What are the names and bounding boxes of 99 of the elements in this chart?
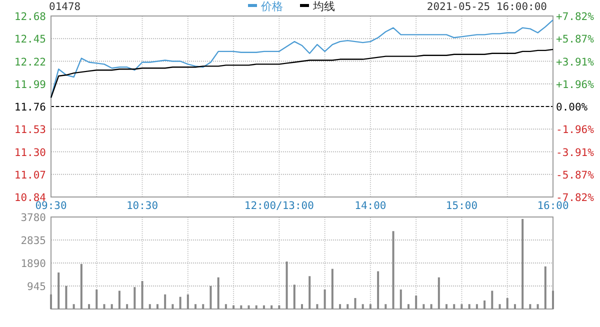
y2-tick-label: -1.96% bbox=[556, 124, 595, 136]
y2-tick-label: 0.00% bbox=[556, 102, 588, 114]
y2-tick-label: -3.91% bbox=[556, 146, 595, 159]
bar bbox=[118, 290, 120, 309]
bar bbox=[339, 304, 342, 309]
bar bbox=[88, 304, 90, 309]
y2-tick-label: +5.87% bbox=[556, 34, 595, 46]
bar bbox=[316, 304, 318, 309]
bar bbox=[172, 304, 174, 309]
y-tick-label: 3780 bbox=[20, 212, 46, 224]
bar bbox=[552, 290, 554, 309]
y-tick-label: 11.30 bbox=[14, 146, 46, 159]
y2-tick-label: +7.82% bbox=[556, 11, 595, 23]
bar bbox=[491, 290, 494, 309]
bar bbox=[422, 304, 425, 309]
legend-label: 均线 bbox=[312, 0, 335, 13]
bar bbox=[460, 304, 463, 309]
bar bbox=[126, 304, 128, 309]
bar bbox=[148, 304, 151, 309]
y-tick-label: 11.53 bbox=[14, 124, 46, 136]
y-tick-label: 12.45 bbox=[14, 34, 46, 46]
y-tick-label: 12.68 bbox=[14, 11, 46, 23]
bar bbox=[536, 304, 539, 309]
x-tick-label: 14:00 bbox=[354, 200, 386, 212]
bar bbox=[430, 304, 432, 309]
bar bbox=[529, 304, 532, 309]
bar bbox=[522, 218, 524, 309]
y2-tick-label: +1.96% bbox=[556, 78, 595, 91]
y-tick-label: 1890 bbox=[20, 258, 46, 270]
bar bbox=[286, 262, 288, 309]
bar bbox=[134, 287, 136, 309]
bar bbox=[514, 304, 516, 309]
bar bbox=[50, 294, 52, 309]
bar bbox=[262, 305, 265, 309]
bar bbox=[293, 284, 296, 309]
bar bbox=[544, 266, 546, 309]
bar bbox=[400, 290, 402, 309]
y-tick-label: 945 bbox=[27, 281, 46, 293]
x-tick-label: 16:00 bbox=[537, 200, 569, 212]
bar bbox=[476, 304, 478, 309]
bar bbox=[224, 304, 227, 309]
x-tick-label: 15:00 bbox=[446, 200, 478, 212]
y-tick-label: 2835 bbox=[20, 235, 46, 247]
y-tick-label: 11.07 bbox=[14, 169, 46, 182]
bar bbox=[453, 304, 456, 309]
bar bbox=[255, 305, 258, 309]
legend-label: 价格 bbox=[260, 0, 283, 13]
bar bbox=[278, 305, 280, 309]
bar bbox=[354, 298, 356, 309]
bar bbox=[498, 304, 501, 309]
bar bbox=[210, 286, 212, 309]
bar bbox=[248, 305, 250, 309]
bar bbox=[415, 296, 418, 309]
bar bbox=[369, 304, 372, 309]
bar bbox=[377, 271, 380, 309]
bar bbox=[240, 305, 242, 309]
y-tick-label: 12.22 bbox=[14, 56, 46, 68]
bar bbox=[96, 290, 98, 309]
bar bbox=[407, 304, 410, 309]
bar bbox=[362, 304, 364, 309]
bar bbox=[194, 304, 197, 309]
bar bbox=[270, 305, 273, 309]
line-series bbox=[50, 19, 554, 98]
chart-title: 01478 bbox=[49, 1, 81, 13]
bar bbox=[103, 304, 106, 309]
bar bbox=[331, 268, 334, 309]
y2-tick-label: +3.91% bbox=[556, 56, 595, 68]
bar bbox=[346, 304, 349, 309]
bar bbox=[72, 304, 75, 309]
x-tick-label: 10:30 bbox=[126, 200, 158, 212]
bar bbox=[506, 298, 508, 309]
bar bbox=[301, 304, 303, 309]
bar bbox=[65, 286, 68, 309]
bar bbox=[484, 300, 486, 309]
bar bbox=[58, 272, 60, 309]
x-tick-label: 09:30 bbox=[35, 200, 67, 212]
line-series bbox=[50, 48, 554, 98]
bar bbox=[164, 294, 166, 309]
bar bbox=[179, 296, 182, 309]
bar bbox=[438, 277, 440, 309]
bar bbox=[324, 290, 326, 309]
bar bbox=[186, 294, 189, 309]
bar bbox=[80, 264, 82, 309]
bar bbox=[141, 281, 144, 309]
bar bbox=[392, 231, 394, 309]
bar bbox=[232, 305, 235, 309]
bar bbox=[468, 304, 470, 309]
chart-subtitle: 2021-05-25 16:00:00 bbox=[426, 1, 547, 13]
bar bbox=[384, 304, 387, 309]
y-tick-label: 11.99 bbox=[14, 78, 46, 91]
bar bbox=[446, 304, 448, 309]
x-tick-label: 12:00/13:00 bbox=[244, 200, 314, 212]
bar bbox=[156, 304, 158, 309]
y2-tick-label: -5.87% bbox=[556, 169, 595, 182]
bar bbox=[110, 304, 113, 309]
bar bbox=[217, 277, 220, 309]
bar bbox=[202, 304, 204, 309]
y-tick-label: 11.76 bbox=[14, 102, 46, 114]
bar bbox=[308, 276, 311, 309]
